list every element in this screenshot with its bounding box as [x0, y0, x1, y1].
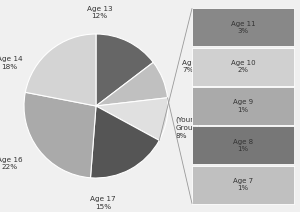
Text: Age 7
1%: Age 7 1%: [233, 178, 253, 191]
Text: Age 13
12%: Age 13 12%: [87, 6, 112, 19]
Text: Age 11
3%: Age 11 3%: [231, 21, 255, 34]
Wedge shape: [25, 34, 96, 106]
Text: Age 14
18%: Age 14 18%: [0, 56, 22, 70]
Text: Age 8
1%: Age 8 1%: [233, 139, 253, 152]
Bar: [192, 48, 294, 86]
Bar: [192, 126, 294, 164]
Wedge shape: [96, 98, 168, 140]
Bar: [192, 8, 294, 46]
Text: (Younger
Group)
8%: (Younger Group) 8%: [175, 117, 207, 139]
Wedge shape: [96, 34, 153, 106]
Bar: [192, 166, 294, 204]
Wedge shape: [91, 106, 159, 178]
Wedge shape: [96, 62, 167, 106]
Bar: [192, 87, 294, 125]
Text: Age 17
15%: Age 17 15%: [90, 197, 116, 210]
Text: Age 12
7%: Age 12 7%: [182, 60, 208, 73]
Text: Age 16
22%: Age 16 22%: [0, 157, 22, 170]
Text: Age 9
1%: Age 9 1%: [233, 99, 253, 113]
Text: Age 10
2%: Age 10 2%: [231, 60, 255, 73]
Wedge shape: [24, 92, 96, 178]
